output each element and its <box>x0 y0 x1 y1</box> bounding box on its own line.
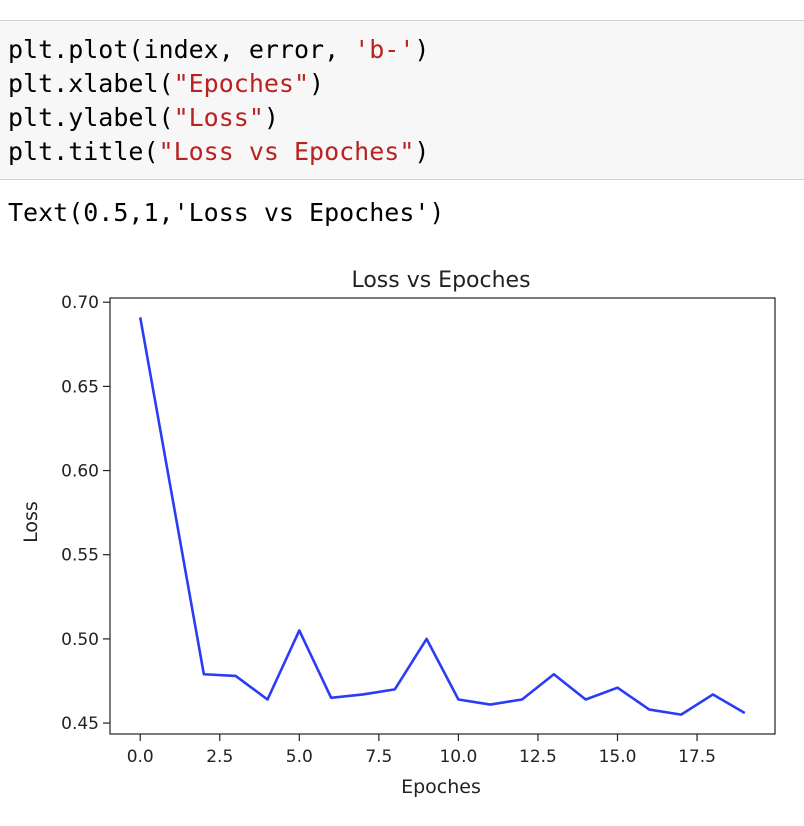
x-tick-label: 5.0 <box>286 747 313 767</box>
x-tick-label: 17.5 <box>678 747 716 767</box>
code-line-ylabel: plt.ylabel("Loss") <box>8 103 279 132</box>
loss-chart: Loss vs Epoches Epoches Loss 0.45 0.50 0.5… <box>20 268 776 798</box>
x-tick-label: 10.0 <box>439 747 477 767</box>
x-tick-label: 2.5 <box>206 747 233 767</box>
cell-output-text: Text(0.5,1,'Loss vs Epoches') <box>8 198 445 227</box>
x-axis-label: Epoches <box>401 776 481 798</box>
code-line-xlabel: plt.xlabel("Epoches") <box>8 69 325 98</box>
code-line-title: plt.title("Loss vs Epoches") <box>8 137 430 166</box>
y-tick-label: 0.55 <box>61 546 99 566</box>
y-tick-label: 0.45 <box>61 714 99 734</box>
y-axis-label: Loss <box>20 501 42 543</box>
chart-title: Loss vs Epoches <box>351 268 530 293</box>
y-tick-label: 0.65 <box>61 377 99 397</box>
x-tick-label: 7.5 <box>365 747 392 767</box>
y-tick-label: 0.70 <box>61 293 99 313</box>
x-tick-label: 12.5 <box>519 747 557 767</box>
y-axis-ticks: 0.45 0.50 0.55 0.60 0.65 0.70 <box>61 293 110 734</box>
x-tick-label: 15.0 <box>599 747 637 767</box>
y-tick-label: 0.50 <box>61 630 99 650</box>
x-tick-label: 0.0 <box>127 747 154 767</box>
code-cell[interactable]: plt.plot(index, error, 'b-') plt.xlabel(… <box>0 20 804 180</box>
plot-area-frame <box>109 297 776 735</box>
y-tick-label: 0.60 <box>61 462 99 482</box>
loss-series-line <box>138 317 746 716</box>
code-line-plot: plt.plot(index, error, 'b-') <box>8 35 430 64</box>
x-axis-ticks: 0.0 2.5 5.0 7.5 10.0 12.5 15.0 17.5 <box>127 734 716 767</box>
series-layer <box>138 317 746 716</box>
